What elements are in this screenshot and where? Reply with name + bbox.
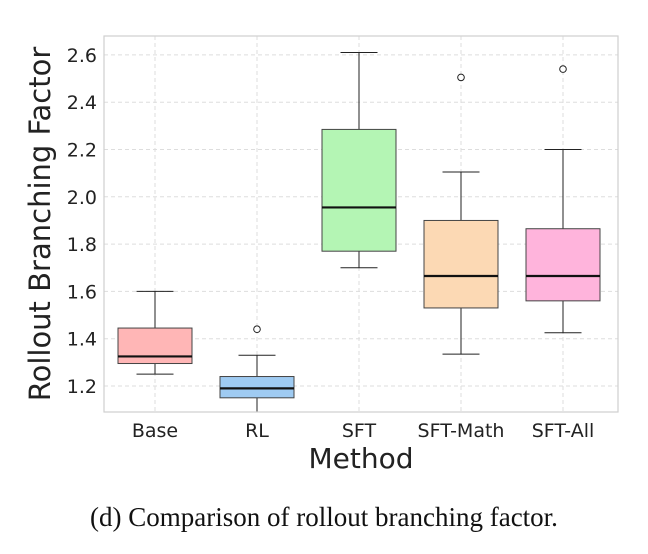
x-tick-label: SFT [342,420,377,442]
box-sft-math [423,73,499,355]
y-tick-label: 1.8 [67,234,97,256]
iqr-box [219,376,295,399]
x-tick-label: RL [245,420,269,442]
y-tick-labels: 1.2 1.4 1.6 1.8 2.0 2.2 2.4 2.6 [67,45,97,398]
x-tick-label: SFT-Math [418,420,505,442]
iqr-box [423,219,499,309]
y-tick-label: 2.6 [67,45,97,67]
plot-frame [103,35,619,413]
boxes-layer [117,52,601,413]
y-tick-label: 1.2 [67,376,97,398]
outlier-point [457,73,465,82]
y-axis-label: Rollout Branching Factor [23,47,57,402]
outlier-point [559,65,567,73]
box-rl [219,325,295,413]
box-sft-all [525,65,601,334]
box-sft [321,52,397,269]
y-tick-label: 2.2 [67,140,97,162]
y-tick-label: 2.0 [67,187,97,209]
x-tick-labels: Base RL SFT SFT-Math SFT-All [132,420,594,442]
y-tick-label: 1.6 [67,281,97,303]
x-axis-label: Method [308,442,413,475]
figure-caption: (d) Comparison of rollout branching fact… [90,502,558,532]
iqr-box [321,128,397,252]
y-tick-label: 1.4 [67,329,97,351]
iqr-box [117,327,193,365]
y-tick-label: 2.4 [67,92,97,114]
outlier-point [253,325,261,334]
iqr-box [525,228,601,302]
x-tick-label: SFT-All [532,420,595,442]
x-tick-label: Base [132,420,178,442]
box-base [117,290,193,375]
